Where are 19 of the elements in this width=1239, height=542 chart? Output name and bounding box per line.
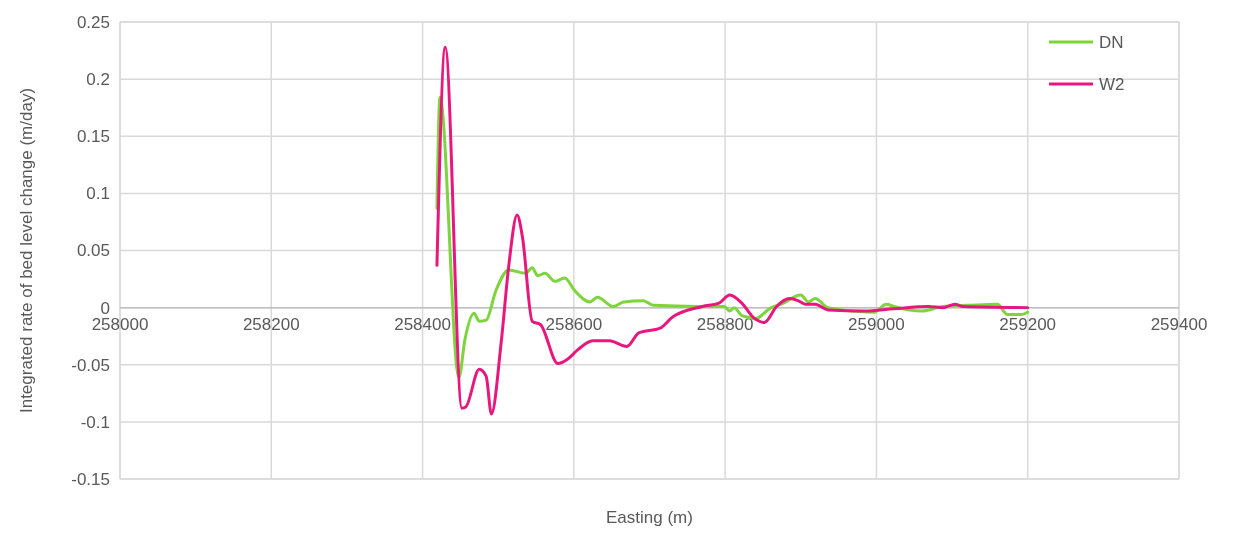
x-tick-label: 258200 (242, 314, 300, 334)
y-tick-label: 0.05 (76, 241, 110, 261)
y-tick-label: 0.2 (86, 70, 110, 90)
y-tick-label: 0.25 (76, 12, 110, 32)
x-tick-label: 258400 (394, 314, 451, 334)
x-tick-label: 259200 (999, 314, 1057, 334)
x-tick-label: 259400 (1150, 314, 1208, 334)
y-tick-label: -0.15 (71, 469, 110, 489)
y-tick-label: 0.1 (86, 184, 110, 204)
y-axis-title: Integrated rate of bed level change (m/day) (17, 87, 36, 414)
x-tick-label: 258800 (696, 314, 754, 334)
x-tick-label: 259000 (848, 314, 905, 334)
legend-label: DN (1099, 32, 1124, 52)
x-axis-title: Easting (m) (606, 508, 693, 527)
y-tick-label: 0.15 (76, 127, 110, 147)
legend-label: W2 (1099, 74, 1125, 94)
x-tick-label: 258600 (545, 314, 603, 334)
y-tick-label: -0.1 (80, 412, 110, 432)
y-tick-label: -0.05 (71, 355, 110, 375)
